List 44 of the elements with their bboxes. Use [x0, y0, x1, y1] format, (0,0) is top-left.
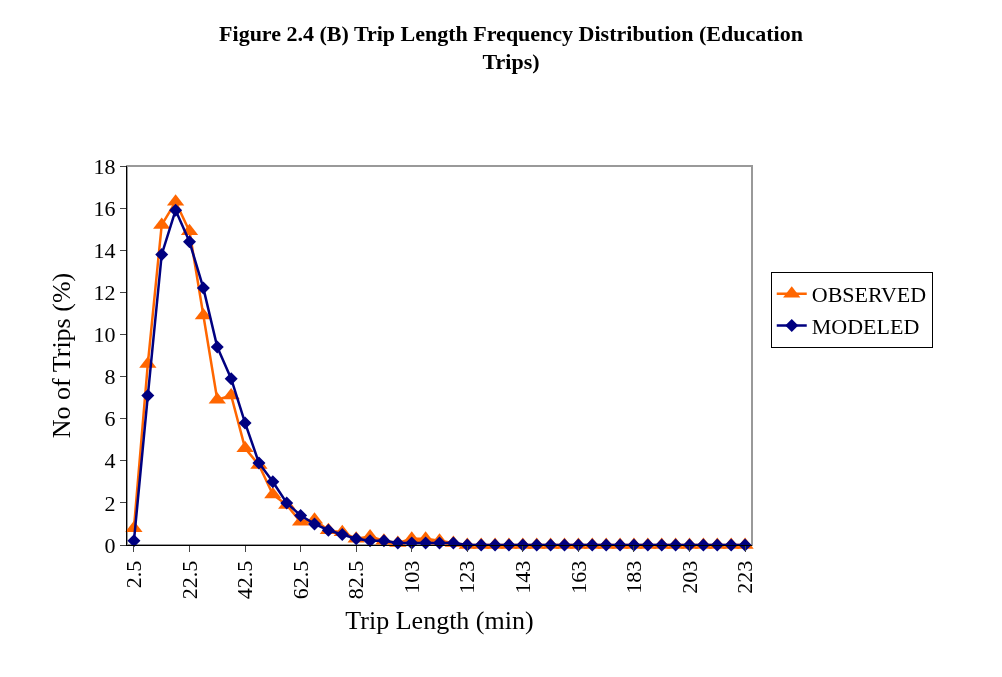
x-axis-title: Trip Length (min) [345, 606, 534, 635]
point [264, 486, 282, 499]
x-tick-label: 203 [676, 560, 702, 594]
x-tick-label: 183 [621, 560, 647, 594]
y-tick-label: 4 [104, 448, 116, 474]
x-tick-label: 42.5 [232, 560, 258, 600]
legend-label: OBSERVED [811, 282, 927, 308]
point [294, 509, 308, 523]
point [196, 281, 210, 295]
point [308, 517, 321, 531]
x-tick-label: 223 [732, 560, 758, 594]
x-tick-label: 2.5 [121, 560, 147, 589]
point [141, 389, 155, 403]
point [433, 536, 446, 550]
point [155, 247, 169, 261]
y-tick-label: 10 [93, 322, 116, 348]
y-tick-label: 8 [104, 364, 116, 390]
chart-title: Figure 2.4 (B) Trip Length Frequency Distribution (Education Trips) [219, 20, 803, 75]
y-tick-label: 6 [104, 406, 116, 432]
point [169, 203, 183, 217]
point [419, 536, 433, 550]
point [363, 534, 377, 548]
point [335, 527, 349, 541]
x-tick-label: 82.5 [343, 560, 369, 600]
y-tick-label: 12 [93, 280, 116, 306]
x-tick-label: 103 [398, 560, 424, 594]
y-tick-label: 14 [93, 237, 116, 263]
legend-label: MODELED [811, 314, 920, 339]
point [266, 475, 280, 489]
y-tick-label: 2 [104, 490, 116, 516]
point [127, 534, 141, 548]
x-tick-label: 143 [509, 560, 535, 594]
point [238, 416, 252, 430]
y-tick-label: 18 [93, 153, 116, 179]
y-axis-title: No of Trips (%) [47, 272, 76, 439]
x-tick-label: 62.5 [287, 560, 313, 600]
x-tick-label: 22.5 [176, 560, 202, 600]
x-tick-label: 123 [454, 560, 480, 594]
y-tick-label: 16 [93, 195, 116, 221]
point [210, 340, 224, 354]
point [224, 372, 238, 386]
x-tick-label: 163 [565, 560, 591, 594]
y-tick-label: 0 [104, 532, 116, 558]
point [183, 235, 196, 249]
